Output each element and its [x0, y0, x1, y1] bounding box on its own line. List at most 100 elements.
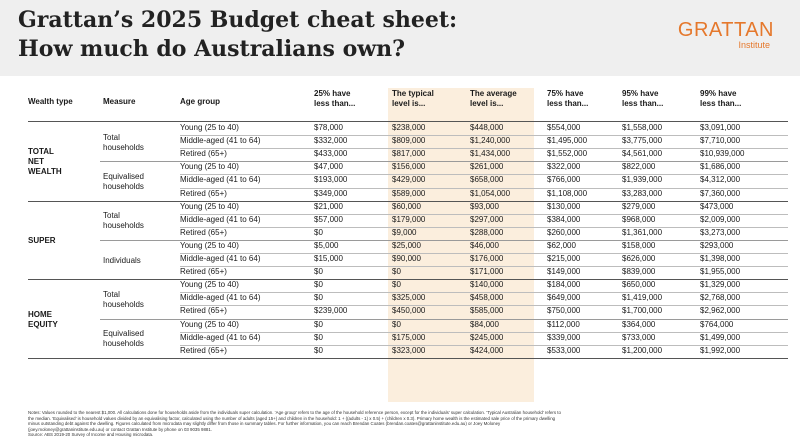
value-cell: $1,558,000 — [622, 123, 663, 132]
value-cell: $10,939,000 — [700, 149, 745, 159]
value-cell: $46,000 — [470, 240, 499, 250]
value-cell: $384,000 — [547, 214, 581, 224]
value-cell: $245,000 — [470, 332, 504, 342]
value-cell: $658,000 — [470, 175, 504, 185]
value-cell: $84,000 — [470, 319, 499, 329]
value-cell: $589,000 — [392, 188, 426, 198]
value-cell: $1,398,000 — [700, 254, 741, 263]
value-cell: $57,000 — [314, 214, 343, 224]
value-cell: $7,360,000 — [700, 188, 741, 198]
value-cell: $260,000 — [547, 227, 581, 237]
header-col-typical-line-2: level is... — [392, 99, 426, 108]
group-rule — [28, 200, 788, 202]
value-cell: $0 — [392, 280, 401, 290]
value-cell: $1,329,000 — [700, 280, 741, 290]
value-cell: $1,434,000 — [470, 149, 511, 159]
grattan-logo: GRATTAN Institute — [678, 20, 774, 50]
value-cell: $3,775,000 — [622, 136, 663, 146]
measure-label-line: households — [103, 221, 144, 231]
age-group-cell: Middle-aged (41 to 64) — [180, 293, 261, 303]
wealth-type-line: SUPER — [28, 235, 56, 245]
value-cell: $750,000 — [547, 306, 581, 316]
age-group-cell: Middle-aged (41 to 64) — [180, 214, 261, 224]
header-col-25-line-1: 25% have — [314, 89, 351, 98]
notes-line-5: Source: ABS 2019-20 Survey of Income and… — [28, 432, 154, 438]
measure-rule — [100, 161, 788, 163]
value-cell: $554,000 — [547, 123, 581, 132]
measure-label: Equivalised households — [103, 172, 144, 192]
footnotes: Notes: Values rounded to the nearest $1,… — [28, 410, 788, 438]
measure-label: Total households — [103, 133, 144, 153]
value-cell: $156,000 — [392, 162, 426, 172]
value-cell: $0 — [314, 293, 323, 303]
value-cell: $322,000 — [547, 162, 581, 172]
value-cell: $839,000 — [622, 267, 656, 277]
value-cell: $764,000 — [700, 319, 734, 329]
value-cell: $1,495,000 — [547, 136, 588, 146]
row-rule — [180, 331, 788, 333]
value-cell: $325,000 — [392, 293, 426, 303]
value-cell: $7,710,000 — [700, 136, 741, 146]
value-cell: $1,200,000 — [622, 345, 663, 355]
value-cell: $650,000 — [622, 280, 656, 290]
wealth-type-line: WEALTH — [28, 167, 62, 177]
value-cell: $184,000 — [547, 280, 581, 290]
notes-line-2: the median. ‘Equivalised’ is household v… — [28, 415, 556, 421]
measure-label-line: Individuals — [103, 255, 141, 265]
value-cell: $332,000 — [314, 136, 348, 146]
value-cell: $968,000 — [622, 214, 656, 224]
logo-word: GRATTAN — [677, 19, 774, 41]
value-cell: $5,000 — [314, 240, 339, 250]
group-rule — [28, 279, 788, 281]
value-cell: $93,000 — [470, 201, 499, 211]
row-rule — [180, 292, 788, 294]
measure-label: Equivalised households — [103, 329, 144, 349]
value-cell: $3,091,000 — [700, 123, 741, 132]
value-cell: $323,000 — [392, 345, 426, 355]
value-cell: $193,000 — [314, 175, 348, 185]
value-cell: $288,000 — [470, 227, 504, 237]
value-cell: $2,768,000 — [700, 293, 741, 303]
value-cell: $1,240,000 — [470, 136, 511, 146]
age-group-cell: Young (25 to 40) — [180, 162, 239, 172]
wealth-type-label: SUPER — [28, 236, 56, 246]
header-band: Grattan’s 2025 Budget cheat sheet: How m… — [0, 0, 800, 76]
value-cell: $473,000 — [700, 201, 734, 211]
header-col-average-line-1: The average — [470, 89, 517, 98]
value-cell: $0 — [314, 267, 323, 277]
row-rule — [180, 187, 788, 189]
value-cell: $349,000 — [314, 188, 348, 198]
notes-line-1: Notes: Values rounded to the nearest $1,… — [28, 410, 561, 415]
value-cell: $0 — [314, 332, 323, 342]
measure-label-line: households — [103, 181, 144, 191]
row-rule — [180, 226, 788, 228]
row-rule — [180, 213, 788, 215]
measure-label: Total households — [103, 290, 144, 310]
value-cell: $25,000 — [392, 240, 421, 250]
value-cell: $1,939,000 — [622, 175, 663, 185]
header-col-99-line-2: less than... — [700, 99, 742, 108]
value-cell: $2,962,000 — [700, 306, 741, 316]
header-col-95-line-2: less than... — [622, 99, 664, 108]
header-col-25-line-2: less than... — [314, 99, 356, 108]
value-cell: $1,108,000 — [547, 188, 588, 198]
value-cell: $4,561,000 — [622, 149, 663, 159]
group-rule — [28, 357, 788, 359]
value-cell: $171,000 — [470, 267, 504, 277]
value-cell: $175,000 — [392, 332, 426, 342]
value-cell: $1,552,000 — [547, 149, 588, 159]
value-cell: $261,000 — [470, 162, 504, 172]
row-rule — [180, 253, 788, 254]
value-cell: $1,955,000 — [700, 267, 741, 277]
value-cell: $1,992,000 — [700, 345, 741, 355]
value-cell: $47,000 — [314, 162, 343, 172]
value-cell: $433,000 — [314, 149, 348, 159]
age-group-cell: Middle-aged (41 to 64) — [180, 254, 261, 263]
value-cell: $733,000 — [622, 332, 656, 342]
header-col-99: 99% have less than... — [700, 89, 741, 109]
value-cell: $4,312,000 — [700, 175, 741, 185]
table-header-row: Wealth type Measure Age group 25% have l… — [0, 86, 800, 122]
value-cell: $238,000 — [392, 123, 426, 132]
age-group-cell: Young (25 to 40) — [180, 280, 239, 290]
age-group-cell: Young (25 to 40) — [180, 240, 239, 250]
